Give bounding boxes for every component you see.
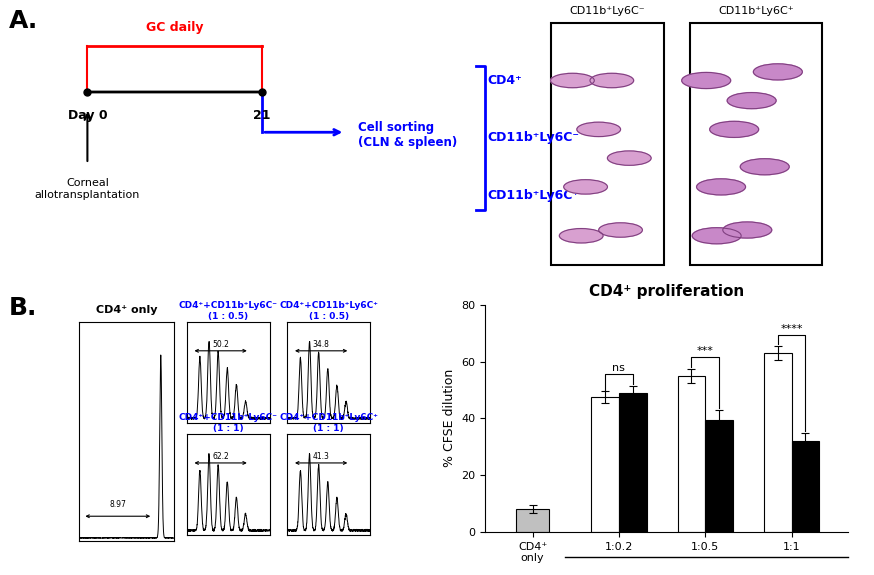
Circle shape: [697, 179, 746, 195]
Bar: [677, 375, 705, 532]
Text: 8.97: 8.97: [109, 500, 126, 509]
Text: 62.2: 62.2: [212, 453, 229, 461]
Circle shape: [607, 151, 651, 166]
Text: ns: ns: [613, 363, 626, 373]
Text: CD11b⁺Ly6C⁻: CD11b⁺Ly6C⁻: [570, 6, 645, 16]
Text: CD4⁺ only: CD4⁺ only: [95, 305, 157, 316]
Title: CD4⁺+CD11b⁺Ly6C⁺
(1 : 1): CD4⁺+CD11b⁺Ly6C⁺ (1 : 1): [279, 413, 378, 434]
Bar: [592, 397, 619, 532]
Circle shape: [590, 73, 634, 87]
Circle shape: [710, 121, 759, 137]
Text: 41.3: 41.3: [313, 453, 329, 461]
Title: CD4⁺+CD11b⁺Ly6C⁻
(1 : 1): CD4⁺+CD11b⁺Ly6C⁻ (1 : 1): [178, 413, 278, 434]
Y-axis label: % CFSE dilution: % CFSE dilution: [442, 369, 455, 467]
Text: Corneal
allotransplantation: Corneal allotransplantation: [35, 178, 140, 200]
Title: CD4⁺ proliferation: CD4⁺ proliferation: [589, 285, 744, 300]
Text: Day 0: Day 0: [67, 109, 108, 122]
Title: CD4⁺+CD11b⁺Ly6C⁺
(1 : 0.5): CD4⁺+CD11b⁺Ly6C⁺ (1 : 0.5): [279, 301, 378, 321]
Circle shape: [727, 93, 776, 109]
Bar: [517, 509, 549, 532]
Text: GC daily: GC daily: [146, 21, 204, 34]
Circle shape: [753, 64, 802, 80]
Bar: [792, 441, 819, 532]
Circle shape: [740, 159, 789, 175]
Text: CD4⁺: CD4⁺: [488, 74, 523, 87]
Circle shape: [723, 222, 772, 238]
Text: 34.8: 34.8: [313, 340, 329, 349]
Text: ****: ****: [780, 324, 803, 334]
Circle shape: [599, 223, 642, 237]
Text: CD11b⁺Ly6C⁺: CD11b⁺Ly6C⁺: [718, 6, 794, 16]
Bar: [764, 353, 792, 532]
Circle shape: [682, 72, 731, 89]
Circle shape: [564, 179, 607, 194]
Text: 50.2: 50.2: [212, 340, 229, 349]
FancyBboxPatch shape: [690, 23, 822, 264]
FancyBboxPatch shape: [551, 23, 664, 264]
Circle shape: [559, 228, 603, 243]
Title: CD4⁺+CD11b⁺Ly6C⁻
(1 : 0.5): CD4⁺+CD11b⁺Ly6C⁻ (1 : 0.5): [178, 301, 278, 321]
Circle shape: [692, 228, 741, 244]
Text: 21: 21: [253, 109, 271, 122]
Bar: [705, 420, 733, 532]
Text: CD11b⁺Ly6C⁻: CD11b⁺Ly6C⁻: [488, 132, 579, 144]
Bar: [619, 393, 647, 532]
Text: CD11b⁺Ly6C⁺: CD11b⁺Ly6C⁺: [488, 189, 579, 202]
Text: A.: A.: [9, 9, 38, 33]
Text: ***: ***: [697, 346, 714, 356]
Text: B.: B.: [9, 296, 37, 320]
Circle shape: [577, 122, 621, 136]
Text: Cell sorting
(CLN & spleen): Cell sorting (CLN & spleen): [358, 121, 458, 149]
Circle shape: [551, 73, 594, 87]
